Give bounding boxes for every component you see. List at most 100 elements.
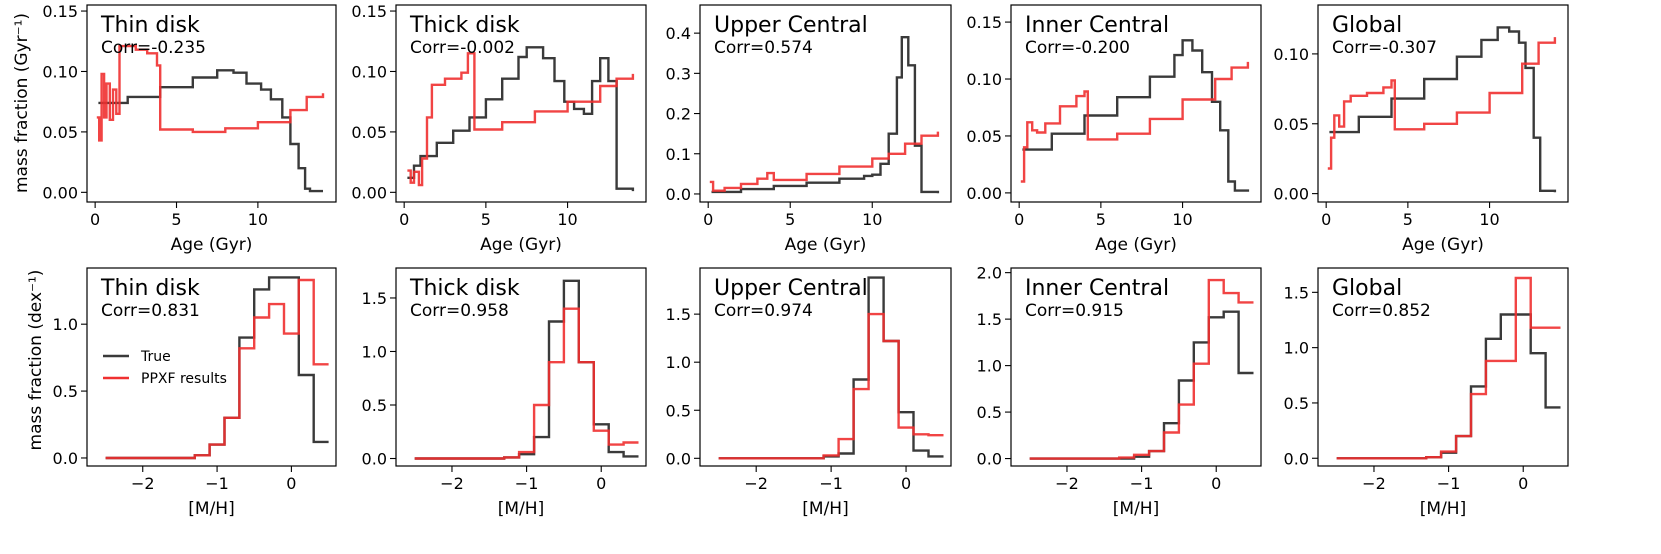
- series-ppxf: [105, 278, 329, 460]
- y-tick-label: 0.00: [966, 184, 1002, 203]
- y-tick-label: 0.5: [666, 401, 691, 420]
- y-tick-label: 0.10: [1273, 45, 1309, 64]
- x-tick-label: −1: [205, 474, 229, 493]
- x-axis-label: [M/H]: [498, 499, 544, 519]
- y-tick-label: 0.0: [53, 449, 78, 468]
- y-tick-label: 1.0: [977, 357, 1002, 376]
- panel-corr: Corr=-0.200: [1025, 38, 1130, 58]
- panel-title: Thin disk: [100, 13, 200, 38]
- x-tick-label: −1: [1130, 474, 1154, 493]
- x-tick-label: 10: [1172, 210, 1192, 229]
- x-axis-label: [M/H]: [188, 499, 234, 519]
- x-tick-label: −1: [1437, 474, 1461, 493]
- panel-corr: Corr=0.831: [101, 301, 200, 321]
- y-tick-label: 0.3: [666, 64, 691, 83]
- x-tick-label: 5: [171, 210, 181, 229]
- axes-frame: [395, 4, 647, 203]
- legend-label-ppxf: PPXF results: [141, 371, 227, 387]
- axes-frame: [86, 267, 337, 467]
- x-tick-label: −2: [440, 474, 464, 493]
- axes-frame: [699, 267, 952, 467]
- axes-frame: [395, 267, 647, 467]
- y-tick-label: 0.05: [351, 123, 387, 142]
- series-true: [711, 36, 940, 194]
- x-tick-label: 5: [1096, 210, 1106, 229]
- series-true: [1336, 313, 1561, 460]
- panel-corr: Corr=0.974: [714, 301, 813, 321]
- x-tick-label: 0: [901, 474, 911, 493]
- series-ppxf: [414, 307, 639, 460]
- axes-frame: [1317, 4, 1569, 203]
- series-ppxf: [709, 131, 940, 192]
- y-tick-label: 0.0: [977, 450, 1002, 469]
- y-tick-label: 1.5: [666, 305, 691, 324]
- panel-title: Inner Central: [1025, 276, 1169, 301]
- y-tick-label: 2.0: [977, 264, 1002, 283]
- panel-corr: Corr=-0.235: [101, 38, 206, 58]
- x-tick-label: −2: [1055, 474, 1079, 493]
- x-tick-label: 0: [703, 210, 713, 229]
- x-axis-label: Age (Gyr): [171, 235, 253, 255]
- y-tick-label: 0.00: [351, 183, 387, 202]
- y-tick-label: 0.2: [666, 105, 691, 124]
- panel-age-1: 0 5 10 0.00 0.05 0.10 0.15 Age (Gyr) Thin diskCo…: [42, 2, 337, 255]
- series-ppxf: [1336, 276, 1561, 460]
- y-tick-label: 0.5: [53, 382, 78, 401]
- y-tick-label: 0.15: [42, 2, 78, 21]
- y-tick-label: 0.15: [351, 2, 387, 21]
- y-tick-label: 0.10: [42, 62, 78, 81]
- panel-title: Global: [1332, 276, 1402, 301]
- series-true: [1029, 310, 1254, 460]
- axes-frame: [1317, 267, 1569, 467]
- panel-title: Upper Central: [714, 276, 868, 301]
- legend: True PPXF results: [103, 349, 227, 387]
- panel-age-4: 0 5 10 0.00 0.05 0.10 0.15 Age (Gyr) Inner Centr…: [966, 4, 1262, 255]
- series-ppxf: [407, 52, 635, 187]
- axes-frame: [86, 4, 337, 203]
- y-tick-label: 0.1: [666, 145, 691, 164]
- y-tick-label: 0.5: [977, 403, 1002, 422]
- x-tick-label: −2: [744, 474, 768, 493]
- x-tick-label: 0: [1518, 474, 1528, 493]
- axes-frame: [1010, 267, 1262, 467]
- x-axis-label: [M/H]: [1113, 499, 1159, 519]
- y-tick-label: 0.0: [362, 450, 387, 469]
- x-tick-label: 5: [481, 210, 491, 229]
- x-axis-label: Age (Gyr): [480, 235, 562, 255]
- x-tick-label: −1: [819, 474, 843, 493]
- x-tick-label: 0: [596, 474, 606, 493]
- x-tick-label: 10: [1479, 210, 1499, 229]
- panel-corr: Corr=-0.002: [410, 38, 515, 58]
- axes-frame: [699, 4, 952, 203]
- y-tick-label: 0.05: [1273, 115, 1309, 134]
- x-tick-label: 5: [785, 210, 795, 229]
- series-true: [1329, 26, 1557, 193]
- y-tick-label: 1.0: [53, 315, 78, 334]
- y-tick-label: 0.0: [666, 185, 691, 204]
- y-tick-label: 0.4: [666, 24, 691, 43]
- y-axis-label-metallicity: mass fraction (dex⁻¹): [26, 270, 46, 451]
- panel-corr: Corr=0.958: [410, 301, 509, 321]
- panel-title: Global: [1332, 13, 1402, 38]
- series-ppxf: [96, 44, 325, 142]
- panel-title: Thick disk: [409, 13, 520, 38]
- x-tick-label: 0: [1014, 210, 1024, 229]
- series-ppxf: [1327, 37, 1557, 170]
- panel-met-4: −2 −1 0 0.0 0.5 1.0 1.5 2.0 [M/H] Inner CentralCo…: [977, 264, 1262, 519]
- x-tick-label: 10: [557, 210, 577, 229]
- panel-age-3: 0 5 10 0.0 0.1 0.2 0.3 0.4 Age (Gyr) Upper Centra…: [666, 4, 952, 255]
- y-tick-label: 0.00: [1273, 185, 1309, 204]
- y-tick-label: 0.05: [42, 123, 78, 142]
- x-axis-label: [M/H]: [1420, 499, 1466, 519]
- panel-age-2: 0 5 10 0.00 0.05 0.10 0.15 Age (Gyr) Thick diskC…: [351, 2, 647, 255]
- series-true: [1022, 39, 1250, 192]
- panel-title: Upper Central: [714, 13, 868, 38]
- panel-title: Thin disk: [100, 276, 200, 301]
- y-tick-label: 0.00: [42, 183, 78, 202]
- y-tick-label: 0.5: [362, 396, 387, 415]
- x-axis-label: Age (Gyr): [1095, 235, 1177, 255]
